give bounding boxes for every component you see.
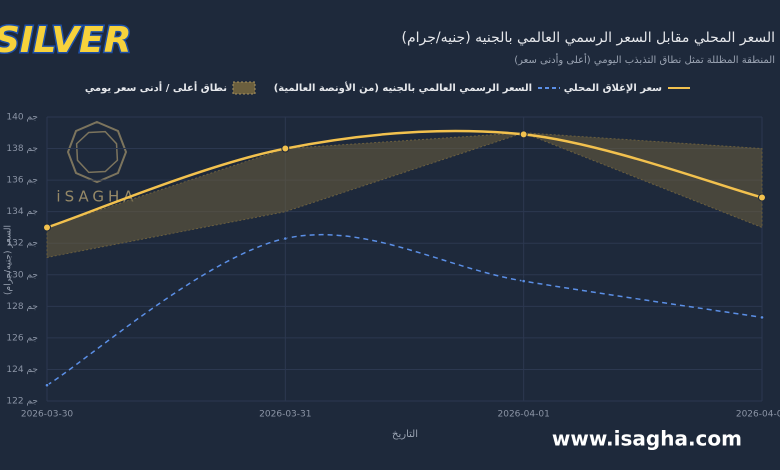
point	[44, 382, 50, 388]
series-line	[46, 129, 763, 229]
y-tick-label: 140 جم	[6, 113, 38, 123]
legend-swatch	[232, 81, 256, 95]
y-tick-label: 122 جم	[6, 397, 38, 407]
point	[758, 193, 766, 202]
isagha-logo	[66, 120, 128, 184]
logo: SILVER	[0, 20, 131, 61]
legend-label: نطاق أعلى / أدنى سعر يومي	[85, 81, 227, 94]
x-tick-label: 2026-04-02	[736, 410, 780, 420]
y-tick-label: 138 جم	[6, 144, 38, 154]
x-tick-label: 2026-03-31	[259, 410, 311, 420]
y-tick-label: 128 جم	[6, 302, 38, 312]
y-axis-label: السعر (جنيه/جرام)	[4, 225, 14, 295]
x-tick-label: 2026-04-01	[498, 410, 550, 420]
legend-label: السعر الرسمي العالمي بالجنيه (من الأونصة…	[274, 81, 532, 94]
y-tick-label: 130 جم	[6, 270, 38, 280]
y-tick-label: 134 جم	[6, 207, 38, 217]
point	[281, 144, 290, 153]
point	[43, 223, 51, 232]
chart-title: السعر المحلي مقابل السعر الرسمي العالمي …	[401, 30, 775, 46]
range-band	[46, 132, 763, 259]
series-line	[46, 234, 763, 386]
y-tick-label: 136 جم	[6, 176, 38, 186]
point	[283, 236, 288, 241]
y-tick-label: 132 جم	[6, 239, 38, 249]
point	[519, 130, 528, 139]
y-tick-label: 124 جم	[6, 365, 38, 375]
point	[759, 315, 765, 320]
watermark: www.isagha.com	[552, 427, 742, 451]
chart-subtitle: المنطقة المظللة تمثل نطاق التذبذب اليومي…	[514, 53, 775, 66]
legend-label: سعر الإغلاق المحلي	[564, 83, 662, 94]
brand: iSAGHA	[56, 188, 137, 206]
x-axis-label: التاريخ	[392, 429, 418, 440]
point	[521, 278, 526, 284]
x-tick-label: 2026-03-30	[21, 410, 74, 420]
y-tick-label: 126 جم	[6, 333, 38, 343]
